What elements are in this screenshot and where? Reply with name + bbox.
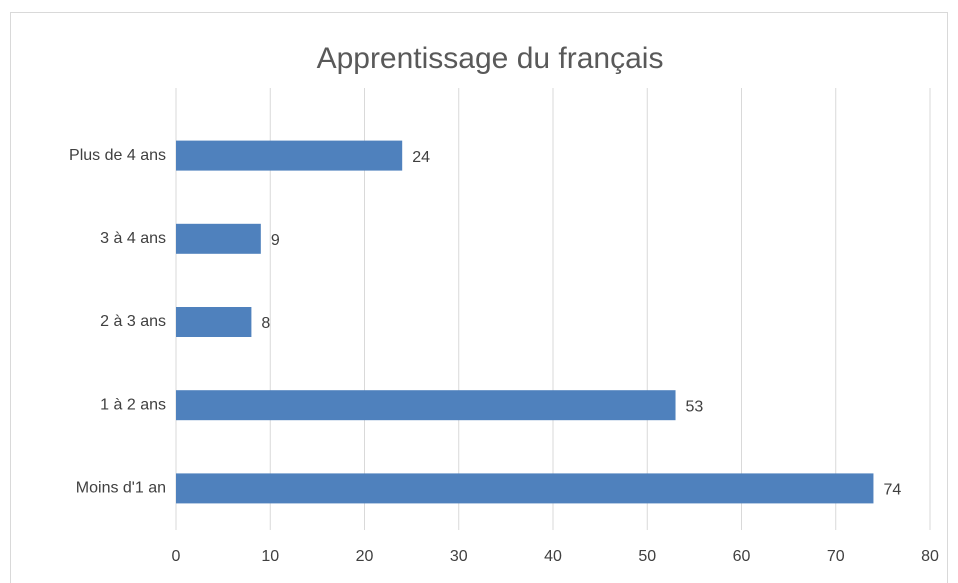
bar xyxy=(176,140,403,171)
x-tick-label: 20 xyxy=(356,548,374,565)
y-tick-label: Plus de 4 ans xyxy=(69,147,166,164)
y-tick-label: 2 à 3 ans xyxy=(100,313,166,330)
x-tick-label: 30 xyxy=(450,548,468,565)
y-tick-label: 1 à 2 ans xyxy=(100,396,166,413)
x-tick-label: 10 xyxy=(261,548,279,565)
bar xyxy=(176,473,874,504)
x-tick-label: 80 xyxy=(921,548,939,565)
y-tick-label: 3 à 4 ans xyxy=(100,230,166,247)
bar xyxy=(176,223,261,254)
x-tick-label: 40 xyxy=(544,548,562,565)
data-label: 8 xyxy=(261,315,270,332)
data-label: 9 xyxy=(271,232,280,249)
x-tick-label: 60 xyxy=(733,548,751,565)
y-tick-label: Moins d'1 an xyxy=(76,480,166,497)
x-tick-label: 0 xyxy=(172,548,181,565)
data-label: 53 xyxy=(686,398,704,415)
bar xyxy=(176,307,252,337)
chart-title: Apprentissage du français xyxy=(317,42,664,75)
data-label: 24 xyxy=(412,149,430,166)
data-label: 74 xyxy=(883,482,901,499)
x-tick-label: 70 xyxy=(827,548,845,565)
bar xyxy=(176,390,676,421)
x-tick-label: 50 xyxy=(638,548,656,565)
